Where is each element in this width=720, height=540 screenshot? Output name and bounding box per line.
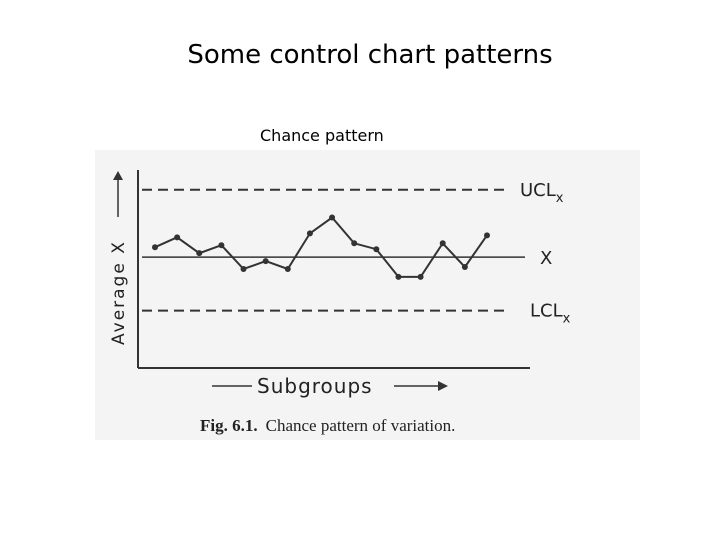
data-point-15 — [461, 264, 468, 271]
data-point-4 — [218, 242, 225, 249]
data-point-6 — [262, 258, 269, 265]
data-point-7 — [284, 266, 291, 272]
caption-number: Fig. 6.1. — [200, 416, 258, 435]
ucl-label: UCLx — [520, 180, 564, 206]
data-point-2 — [174, 234, 181, 241]
data-point-16 — [484, 232, 490, 239]
y-axis-label: Average X — [109, 240, 129, 345]
lcl-label-main: LCL — [530, 301, 563, 322]
center-line-label: X — [540, 248, 552, 269]
data-point-9 — [329, 214, 336, 221]
data-point-13 — [417, 273, 424, 280]
caption-text: Chance pattern of variation. — [266, 416, 456, 435]
data-point-12 — [395, 273, 402, 280]
ucl-label-sub: x — [556, 191, 564, 206]
series-line — [154, 216, 488, 278]
chart-subtitle: Chance pattern — [260, 126, 384, 145]
x-axis-arrow-right-head — [438, 381, 448, 391]
data-point-1 — [152, 244, 158, 251]
ucl-label-main: UCL — [520, 180, 556, 201]
data-point-5 — [240, 266, 247, 272]
x-axis-label: Subgroups — [257, 374, 373, 398]
scan-background — [95, 150, 640, 440]
figure-caption: Fig. 6.1. Chance pattern of variation. — [200, 416, 455, 435]
slide-title: Some control chart patterns — [187, 40, 553, 70]
data-point-3 — [196, 250, 203, 257]
y-axis-arrow-head — [113, 171, 123, 180]
lcl-label: LCLx — [530, 301, 571, 327]
lcl-label-sub: x — [563, 312, 571, 327]
data-points — [152, 214, 490, 280]
y-axis-label-group: Average X — [109, 171, 129, 345]
data-point-11 — [373, 246, 380, 253]
data-point-10 — [351, 240, 358, 247]
data-point-8 — [306, 230, 313, 237]
data-point-14 — [439, 240, 446, 247]
